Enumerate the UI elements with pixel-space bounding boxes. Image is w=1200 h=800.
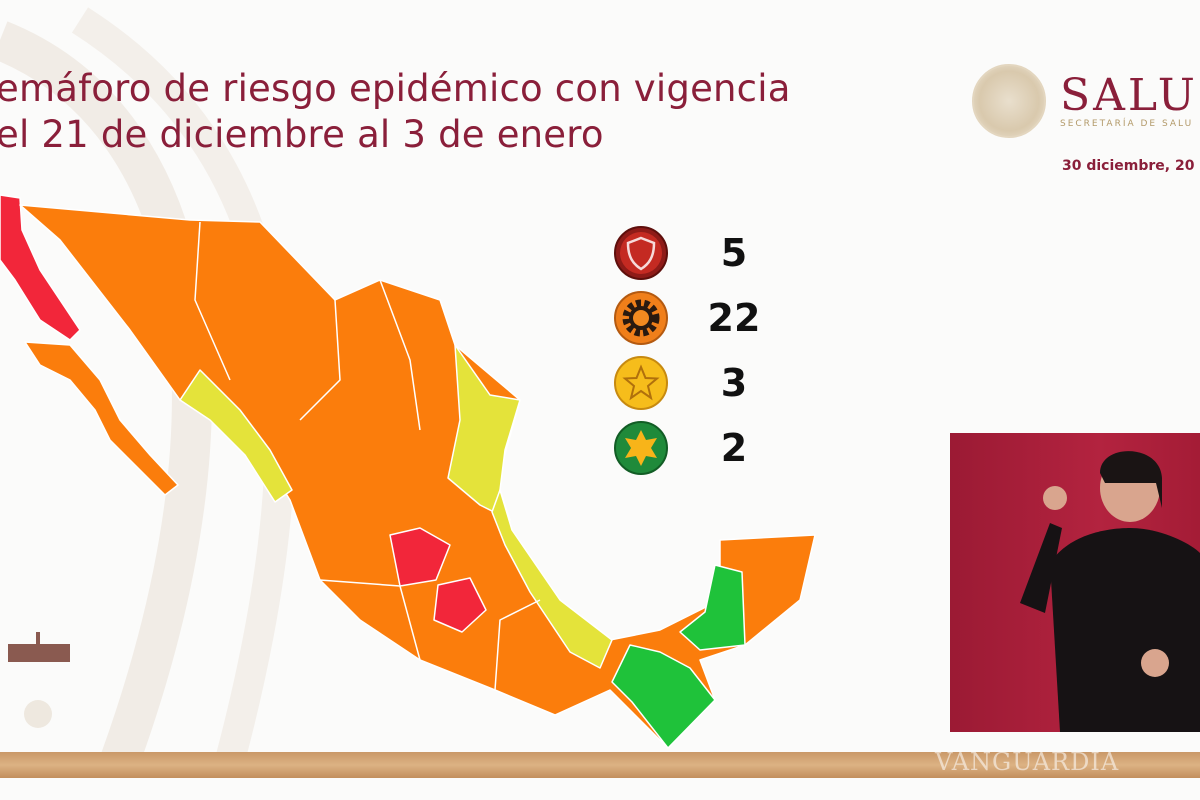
star-icon — [614, 355, 668, 410]
state-baja-california-sur — [24, 341, 179, 496]
legend-item-green: 2 — [613, 415, 799, 480]
footer-bar — [0, 752, 1200, 778]
state-mexico-red — [433, 577, 487, 633]
risk-legend: 5 22 3 2 — [613, 220, 799, 480]
state-baja-california — [0, 194, 81, 341]
building-emblem-icon — [8, 632, 70, 728]
state-campeche — [679, 564, 746, 651]
shield-icon — [614, 225, 668, 280]
gear-icon — [614, 290, 668, 345]
legend-item-orange: 22 — [613, 285, 799, 350]
state-veracruz — [491, 489, 613, 669]
state-jalisco-red — [389, 527, 451, 587]
national-seal-icon — [972, 64, 1046, 138]
mainland-orange — [19, 204, 816, 746]
state-chiapas — [611, 644, 716, 749]
mexico-risk-map — [0, 194, 816, 749]
legend-item-yellow: 3 — [613, 350, 799, 415]
legend-item-red: 5 — [613, 220, 799, 285]
sun-icon — [614, 420, 668, 475]
slide-date: 30 diciembre, 20 — [1062, 158, 1195, 174]
sign-language-interpreter-video — [950, 433, 1200, 732]
salud-logo: SALU SECRETARÍA DE SALU — [972, 64, 1198, 138]
watermark: VANGUARDIA — [935, 748, 1120, 776]
interpreter-figure — [1020, 451, 1200, 732]
side-decoration — [6, 630, 76, 734]
slide-title: emáforo de riesgo epidémico con vigencia… — [0, 67, 791, 156]
state-sinaloa — [179, 369, 293, 503]
